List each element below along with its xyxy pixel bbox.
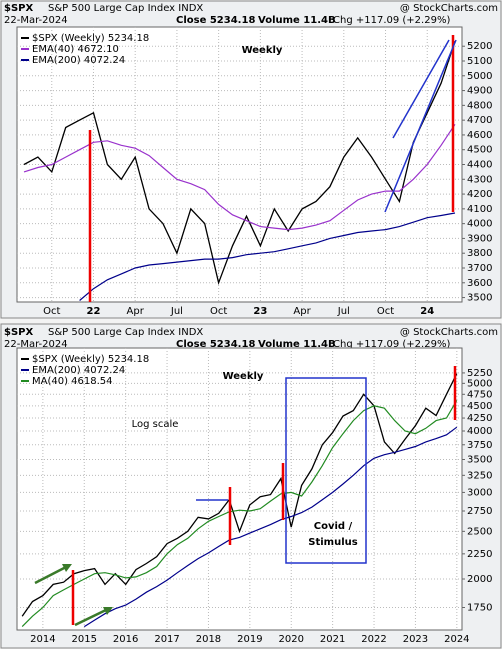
y-tick-label: 4000	[467, 426, 492, 437]
y-tick-label: 3000	[467, 487, 492, 498]
y-tick-label: 4200	[467, 189, 492, 200]
arrow-head	[62, 564, 72, 572]
y-tick-label: 3800	[467, 248, 492, 259]
chart-subtitle: S&P 500 Large Cap Index INDX	[48, 327, 203, 338]
trend-line	[392, 39, 450, 139]
y-tick-label: 3900	[467, 233, 492, 244]
y-tick-label: 5000	[467, 71, 492, 82]
x-tick-label: Oct	[377, 306, 394, 317]
annotation: Covid /	[314, 521, 353, 532]
series-line	[21, 399, 458, 628]
x-tick-label: 2019	[237, 634, 262, 645]
y-tick-label: 5000	[467, 378, 492, 389]
x-tick-label: 2022	[361, 634, 386, 645]
y-tick-label: 1750	[467, 603, 492, 614]
y-tick-label: 4500	[467, 145, 492, 156]
x-tick-label: 2016	[113, 634, 138, 645]
x-tick-label: Jul	[337, 306, 350, 317]
close: Close 5234.18	[176, 15, 255, 26]
legend-entry: EMA(200) 4072.24	[32, 55, 125, 66]
series-line	[23, 40, 456, 286]
y-tick-label: 3500	[467, 454, 492, 465]
x-tick-label: Jul	[170, 306, 183, 317]
legend-entry: MA(40) 4618.54	[32, 376, 113, 387]
x-tick-label: 2020	[279, 634, 304, 645]
y-tick-label: 4300	[467, 174, 492, 185]
y-tick-label: 3250	[467, 470, 492, 481]
y-tick-label: 3700	[467, 263, 492, 274]
date: 22-Mar-2024	[4, 339, 68, 350]
y-tick-label: 4750	[467, 389, 492, 400]
change: Chg +117.09 (+2.29%)	[333, 339, 450, 350]
y-tick-label: 4000	[467, 219, 492, 230]
volume: Volume 11.4B	[258, 339, 336, 350]
volume: Volume 11.4B	[258, 15, 336, 26]
legend-entry: EMA(40) 4672.10	[32, 44, 119, 55]
green-arrow	[74, 607, 109, 627]
annotation: Weekly	[242, 45, 283, 56]
y-tick-label: 3500	[467, 293, 492, 304]
y-tick-label: 4100	[467, 204, 492, 215]
chart-title: $SPX	[4, 3, 33, 14]
date: 22-Mar-2024	[4, 15, 68, 26]
trend-line	[384, 39, 457, 213]
credit: @ StockCharts.com	[400, 3, 498, 14]
x-tick-label: Oct	[43, 306, 60, 317]
series-line	[83, 426, 458, 628]
annotation: Log scale	[132, 419, 179, 430]
x-tick-label: 24	[420, 306, 434, 317]
chart-title: $SPX	[4, 327, 33, 338]
series-line	[23, 123, 456, 231]
x-tick-label: 2021	[320, 634, 345, 645]
x-tick-label: Oct	[210, 306, 227, 317]
x-tick-label: 22	[87, 306, 101, 317]
y-tick-label: 4500	[467, 401, 492, 412]
series-line	[79, 212, 456, 301]
plot-area	[16, 347, 463, 631]
credit: @ StockCharts.com	[400, 327, 498, 338]
x-tick-label: 2023	[403, 634, 428, 645]
y-tick-label: 2250	[467, 549, 492, 560]
x-tick-label: 2024	[444, 634, 469, 645]
x-tick-label: 2014	[30, 634, 55, 645]
y-tick-label: 4400	[467, 160, 492, 171]
x-tick-label: 2015	[72, 634, 97, 645]
y-tick-label: 5100	[467, 56, 492, 67]
arrow-head	[103, 607, 113, 615]
y-tick-label: 4250	[467, 413, 492, 424]
legend-entry: $SPX (Weekly) 5234.18	[32, 33, 149, 44]
chart-subtitle: S&P 500 Large Cap Index INDX	[48, 3, 203, 14]
x-tick-label: 2018	[196, 634, 221, 645]
y-tick-label: 4800	[467, 100, 492, 111]
annotation: Weekly	[223, 371, 264, 382]
green-arrow	[34, 564, 69, 585]
y-tick-label: 2000	[467, 574, 492, 585]
legend-entry: $SPX (Weekly) 5234.18	[32, 354, 149, 365]
y-tick-label: 4700	[467, 115, 492, 126]
series-line	[21, 373, 458, 617]
y-tick-label: 3600	[467, 278, 492, 289]
y-tick-label: 3750	[467, 440, 492, 451]
x-tick-label: 2017	[154, 634, 179, 645]
x-tick-label: Apr	[127, 306, 145, 317]
annotation: Stimulus	[308, 537, 357, 548]
legend-entry: EMA(200) 4072.24	[32, 365, 125, 376]
x-tick-label: 23	[253, 306, 267, 317]
y-tick-label: 5250	[467, 368, 492, 379]
y-tick-label: 4600	[467, 130, 492, 141]
x-tick-label: Apr	[293, 306, 311, 317]
y-tick-label: 4900	[467, 86, 492, 97]
change: Chg +117.09 (+2.29%)	[333, 15, 450, 26]
y-tick-label: 2500	[467, 526, 492, 537]
covid-box	[285, 377, 367, 564]
close: Close 5234.18	[176, 339, 255, 350]
y-tick-label: 5200	[467, 41, 492, 52]
decorations	[34, 35, 457, 627]
y-tick-label: 2750	[467, 506, 492, 517]
